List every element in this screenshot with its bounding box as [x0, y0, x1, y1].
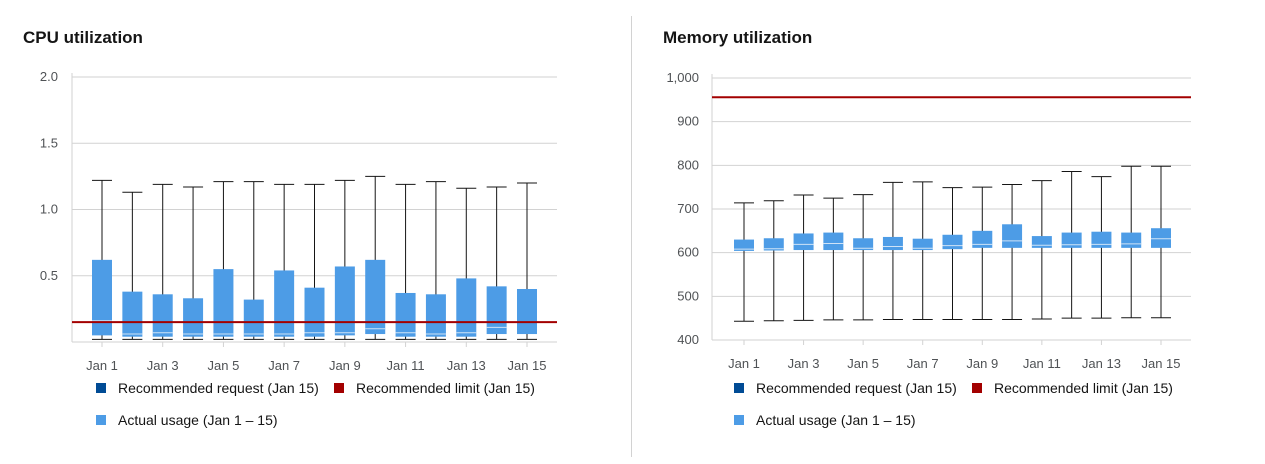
usage-box: [304, 287, 325, 337]
x-tick-label: Jan 3: [788, 356, 820, 371]
legend-item-actual-usage[interactable]: Actual usage (Jan 1 – 15): [734, 412, 916, 428]
x-tick-label: Jan 15: [1141, 356, 1180, 371]
legend-item-recommended-request[interactable]: Recommended request (Jan 15): [734, 380, 957, 396]
memory-chart: 1,000 900 800 700 600 500 400 Jan 1 Jan 3 Jan 5 Ja…: [666, 70, 1191, 371]
legend-swatch-request: [96, 383, 106, 393]
x-tick-label: Jan 7: [268, 358, 300, 373]
x-tick-label: Jan 1: [86, 358, 118, 373]
legend-item-recommended-limit[interactable]: Recommended limit (Jan 15): [334, 380, 535, 396]
legend-label-recommended-request: Recommended request (Jan 15): [118, 380, 319, 396]
legend-swatch-limit: [334, 383, 344, 393]
y-tick-label: 1,000: [666, 70, 699, 85]
memory-chart-panel: Memory utilization 1,000 900 800 700 600 500 4…: [632, 0, 1265, 464]
x-tick-label: Jan 15: [507, 358, 546, 373]
usage-box: [734, 239, 754, 251]
usage-box: [395, 292, 416, 337]
panel-divider: [631, 16, 632, 457]
y-tick-label: 800: [677, 157, 699, 172]
y-tick-label: 600: [677, 245, 699, 260]
legend-label-recommended-limit: Recommended limit (Jan 15): [356, 380, 535, 396]
usage-box: [183, 298, 204, 337]
x-tick-label: Jan 11: [387, 358, 425, 373]
y-tick-label: 400: [677, 332, 699, 347]
usage-box: [1031, 236, 1052, 248]
x-tick-label: Jan 1: [728, 356, 760, 371]
usage-box: [912, 238, 933, 251]
usage-box: [486, 286, 507, 335]
usage-box: [152, 294, 173, 337]
usage-box: [972, 230, 993, 248]
usage-box: [1151, 228, 1171, 248]
usage-box: [122, 291, 143, 337]
x-tick-label: Jan 13: [447, 358, 486, 373]
legend-swatch-actual: [96, 415, 106, 425]
usage-box: [517, 289, 537, 335]
y-tick-label: 900: [677, 114, 699, 129]
usage-box: [274, 270, 295, 337]
usage-box: [793, 233, 814, 251]
usage-box: [92, 259, 112, 336]
legend-swatch-request: [734, 383, 744, 393]
x-tick-label: Jan 9: [329, 358, 361, 373]
y-tick-label: 700: [677, 201, 699, 216]
legend-swatch-actual: [734, 415, 744, 425]
legend-label-actual-usage: Actual usage (Jan 1 – 15): [118, 412, 278, 428]
y-tick-label: 0.5: [40, 268, 58, 283]
usage-box: [213, 269, 234, 337]
x-tick-label: Jan 7: [907, 356, 939, 371]
y-tick-label: 500: [677, 288, 699, 303]
x-tick-label: Jan 5: [208, 358, 240, 373]
usage-box: [456, 278, 477, 337]
usage-box: [1091, 231, 1112, 248]
legend-label-actual-usage: Actual usage (Jan 1 – 15): [756, 412, 916, 428]
memory-chart-title: Memory utilization: [663, 28, 813, 47]
legend-label-recommended-limit: Recommended limit (Jan 15): [994, 380, 1173, 396]
x-tick-label: Jan 13: [1082, 356, 1121, 371]
legend-item-actual-usage[interactable]: Actual usage (Jan 1 – 15): [96, 412, 278, 428]
legend-label-recommended-request: Recommended request (Jan 15): [756, 380, 957, 396]
legend-item-recommended-request[interactable]: Recommended request (Jan 15): [96, 380, 319, 396]
cpu-chart: 2.0 1.5 1.0 0.5 Jan 1 Jan 3 Jan 5 Jan 7 Jan 9 Jan…: [40, 69, 557, 373]
usage-box: [823, 232, 844, 251]
legend-swatch-limit: [972, 383, 982, 393]
cpu-chart-title: CPU utilization: [23, 28, 143, 47]
x-tick-label: Jan 5: [847, 356, 879, 371]
x-tick-label: Jan 9: [966, 356, 998, 371]
usage-box: [763, 238, 784, 251]
usage-box: [243, 299, 264, 337]
usage-box: [853, 238, 874, 251]
cpu-chart-panel: CPU utilization 2.0 1.5 1.0 0.5 Jan 1 Jan 3 Ja…: [0, 0, 631, 464]
x-tick-label: Jan 11: [1023, 356, 1061, 371]
legend-item-recommended-limit[interactable]: Recommended limit (Jan 15): [972, 380, 1173, 396]
x-tick-label: Jan 3: [147, 358, 179, 373]
usage-box: [334, 266, 355, 336]
usage-box: [365, 259, 386, 335]
y-tick-label: 1.5: [40, 135, 58, 150]
usage-box: [425, 294, 446, 337]
y-tick-label: 2.0: [40, 69, 58, 84]
usage-box: [942, 234, 963, 250]
usage-box: [1061, 232, 1082, 248]
usage-box: [1002, 224, 1023, 248]
usage-box: [882, 236, 903, 251]
y-tick-label: 1.0: [40, 202, 58, 217]
usage-box: [1121, 232, 1142, 248]
